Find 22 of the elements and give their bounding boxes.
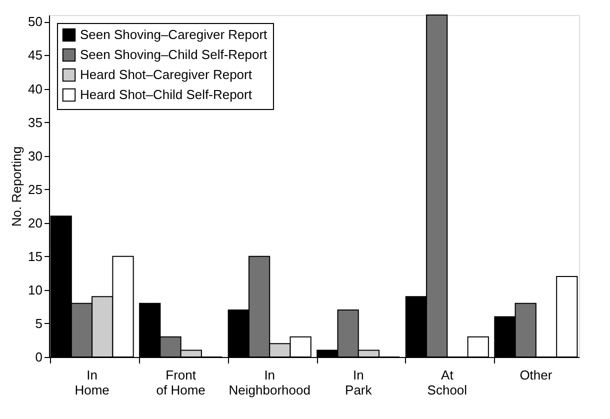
y-tick-label: 50 (28, 14, 42, 30)
legend-label: Seen Shoving–Caregiver Report (80, 27, 268, 42)
y-axis-title: No. Reporting (9, 146, 24, 227)
y-tick-label: 40 (28, 81, 42, 96)
x-tick-label: In Park (345, 368, 372, 398)
x-tick-label: Front of Home (156, 368, 206, 398)
y-tick-label: 25 (28, 182, 42, 197)
y-tick-label: 5 (35, 316, 42, 331)
y-tick-label: 20 (28, 215, 42, 230)
y-tick-label: 30 (28, 148, 42, 164)
x-tick-label: At School (427, 368, 468, 398)
y-tick-label: 35 (28, 114, 42, 130)
x-tick-label: Other (520, 368, 553, 382)
legend-label: Heard Shot–Child Self-Report (80, 87, 252, 102)
y-tick-label: 45 (28, 48, 42, 63)
legend-label: Heard Shot–Caregiver Report (80, 67, 252, 82)
x-tick-label: In Neighborhood (228, 368, 310, 398)
y-tick-label: 0 (35, 350, 42, 364)
legend-label: Seen Shoving–Child Self-Report (80, 47, 268, 62)
y-tick-label: 10 (28, 282, 42, 298)
x-tick-label: In Home (74, 368, 110, 398)
y-tick-label: 15 (28, 248, 42, 264)
